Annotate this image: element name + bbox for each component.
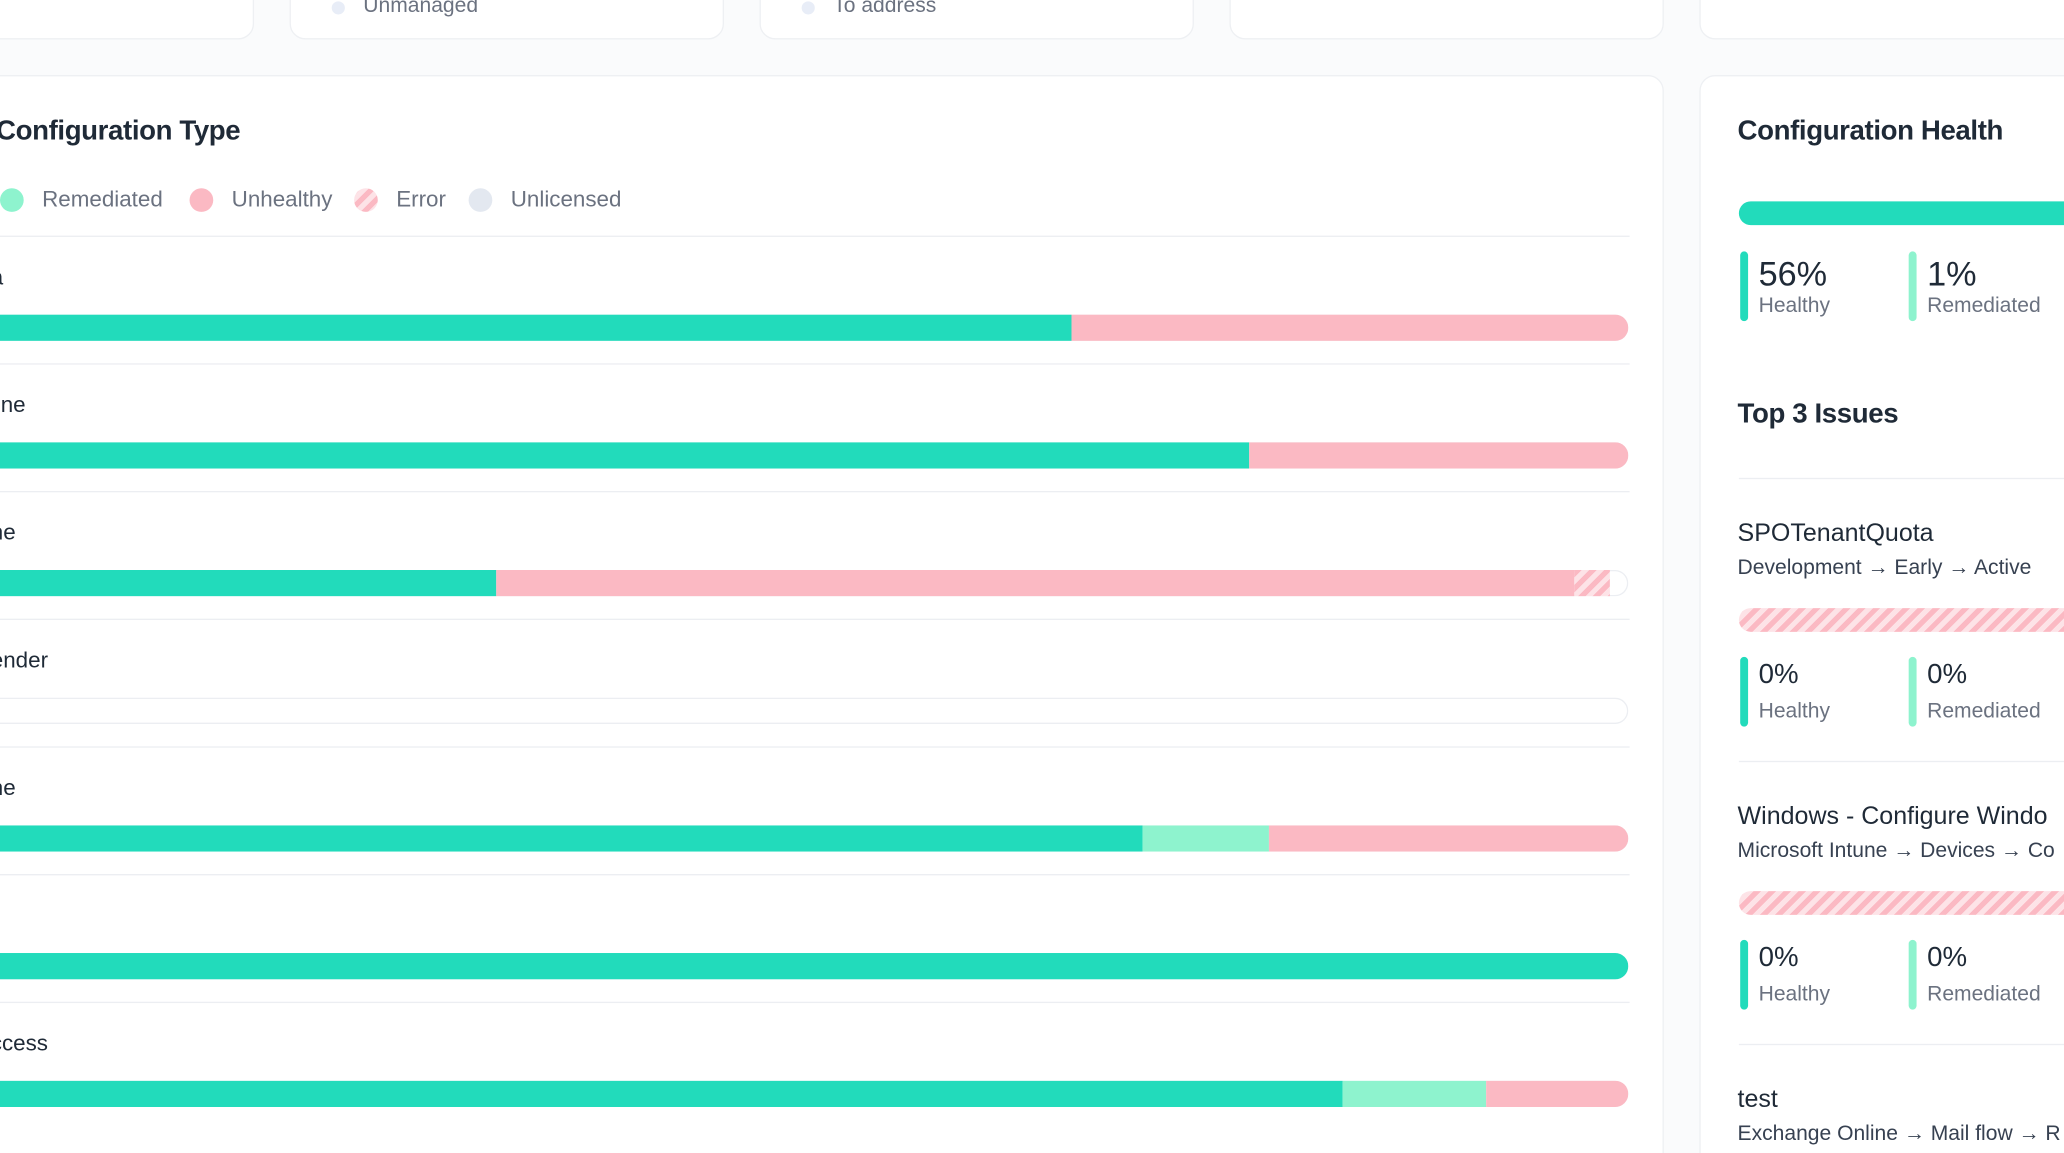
stat-value: 0% — [1758, 942, 1799, 973]
issue-bar — [1738, 608, 2064, 632]
card-title: Configuration Type — [0, 115, 241, 147]
stat-label: Remediated — [1927, 983, 2041, 1006]
bar-segment — [1249, 442, 1629, 469]
stat-bar — [1908, 251, 1917, 322]
stat-value: 56% — [1758, 254, 1828, 294]
bar-segment — [1486, 1080, 1629, 1108]
separator — [0, 490, 1630, 493]
stat-label: Remediated — [1927, 700, 2041, 723]
row-label: ne — [0, 519, 16, 545]
separator — [1738, 760, 2064, 763]
stat-value: 0% — [1927, 942, 1968, 973]
issue-path: Development → Early → Active — [1737, 556, 2032, 580]
stat-label: Healthy — [1758, 700, 1831, 723]
bar-track — [0, 825, 1629, 852]
legend-swatch — [189, 188, 214, 212]
legend-label: Unlicensed — [510, 186, 622, 212]
issue-path: Microsoft Intune → Devices → Co — [1737, 839, 2055, 863]
bar-segment — [1071, 314, 1629, 341]
bar-segment — [0, 569, 496, 597]
top-card[interactable] — [1699, 0, 2064, 40]
top-card[interactable] — [1229, 0, 1664, 40]
section-title: Top 3 Issues — [1737, 398, 1899, 430]
config-health-card: Configuration Health Top 3 Issues 56% Hea… — [1699, 75, 2064, 1153]
config-type-card: Configuration Type Remediated Unhealthy Er… — [0, 75, 1664, 1153]
separator — [0, 363, 1630, 365]
card-label: Unmanaged — [363, 0, 479, 18]
bar-track — [0, 569, 1629, 597]
row-label: ne — [0, 775, 16, 801]
bar-segment — [1142, 825, 1270, 852]
separator — [0, 874, 1630, 876]
stat-bar — [1740, 251, 1749, 322]
top-card[interactable]: To address — [759, 0, 1194, 40]
stat-bar — [1908, 939, 1917, 1010]
issue-name: test — [1737, 1085, 1778, 1114]
row-label: a — [0, 265, 3, 291]
separator — [1738, 477, 2064, 480]
bar-track — [0, 314, 1629, 341]
bar-segment — [495, 569, 1574, 597]
card-title: Configuration Health — [1737, 115, 2004, 147]
bar-segment — [0, 442, 1250, 469]
card-label: To address — [833, 0, 937, 18]
issue-path: Exchange Online → Mail flow → R — [1737, 1122, 2061, 1146]
bar-segment — [0, 953, 1629, 980]
bar-segment — [0, 825, 1143, 852]
stat-value: 0% — [1927, 659, 1968, 690]
dot — [331, 1, 345, 15]
bar-track — [0, 697, 1629, 724]
separator — [0, 618, 1630, 620]
separator — [0, 1001, 1630, 1004]
row-label: ccess — [0, 1030, 49, 1056]
stat-label: Healthy — [1758, 983, 1831, 1006]
legend-swatch — [468, 188, 493, 212]
legend-swatch — [354, 188, 378, 212]
bar-track — [0, 442, 1629, 469]
issue-name: Windows - Configure Windo — [1737, 802, 2048, 831]
stat-bar — [1740, 939, 1749, 1010]
bar-segment — [1269, 825, 1629, 852]
legend-swatch — [0, 188, 24, 212]
bar-segment — [0, 314, 1072, 341]
issue-name: SPOTenantQuota — [1737, 519, 1934, 548]
issue-bar — [1738, 891, 2064, 915]
bar-track — [0, 1080, 1629, 1108]
stat-label: Remediated — [1927, 294, 2041, 318]
top-card[interactable]: Unmanaged — [289, 0, 724, 40]
top-card — [0, 0, 255, 40]
row-label: line — [0, 392, 26, 418]
separator — [0, 746, 1630, 748]
bar-track — [0, 953, 1629, 980]
legend-label: Unhealthy — [231, 186, 333, 212]
legend-label: Remediated — [42, 186, 163, 212]
stat-bar — [1740, 656, 1749, 727]
stat-bar — [1908, 656, 1917, 727]
bar-segment — [1342, 1080, 1487, 1108]
legend-label: Error — [396, 186, 446, 212]
bar-segment — [1573, 569, 1611, 597]
separator — [1738, 1043, 2064, 1046]
dot — [801, 1, 815, 15]
stat-value: 0% — [1758, 659, 1799, 690]
bar-segment — [0, 1080, 1343, 1108]
separator — [0, 235, 1630, 237]
stat-value: 1% — [1927, 254, 1977, 294]
stat-label: Healthy — [1758, 294, 1831, 318]
health-bar — [1738, 201, 2064, 226]
